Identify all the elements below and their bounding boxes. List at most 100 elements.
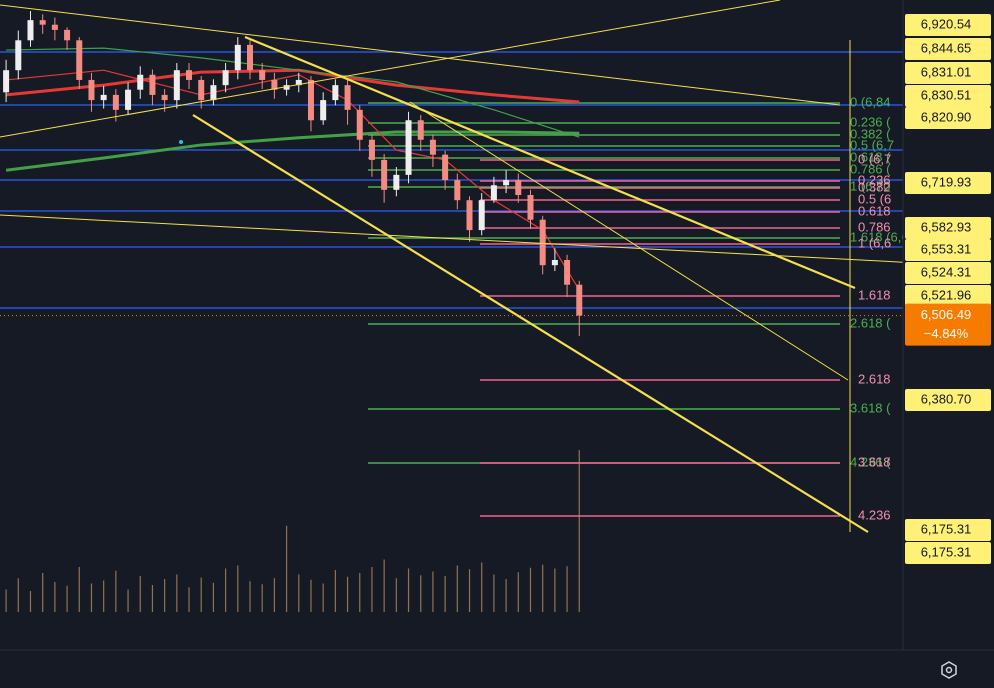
fib-label: 3.618 ( bbox=[850, 400, 891, 415]
price-label-box bbox=[905, 107, 991, 129]
candle-body bbox=[39, 20, 46, 25]
candle-body bbox=[137, 74, 144, 90]
price-label: 6,830.51 bbox=[921, 87, 972, 102]
volume-bar bbox=[578, 450, 580, 612]
candle-body bbox=[149, 74, 156, 95]
candles bbox=[3, 11, 583, 337]
price-labels: 6,920.54 6,844.65 6,831.01 6,830.51 6,820.90… bbox=[905, 14, 991, 564]
settings-icon[interactable] bbox=[941, 661, 957, 679]
fibonacci: 0 (6,840.236 (0.382 (0.5 (6,70.618 (0.78… bbox=[368, 94, 909, 522]
fib-label: 0.618 bbox=[858, 203, 891, 218]
candle-body bbox=[3, 70, 10, 93]
candle-body bbox=[247, 44, 253, 71]
volume-bar bbox=[505, 579, 507, 612]
volume-bar bbox=[285, 525, 288, 612]
fib-label: 0.5 (6 bbox=[858, 191, 891, 206]
candle-body bbox=[576, 284, 583, 316]
candle-body bbox=[76, 40, 83, 80]
moving-average bbox=[6, 47, 580, 138]
candle-body bbox=[295, 79, 302, 86]
candle-body bbox=[515, 180, 522, 195]
volume-bar bbox=[17, 578, 19, 612]
volume-bar bbox=[54, 582, 56, 612]
candle-body bbox=[368, 139, 375, 160]
volume-bar bbox=[310, 579, 312, 612]
volume-bar bbox=[517, 572, 519, 612]
volume-bar bbox=[66, 585, 68, 612]
candle-body bbox=[283, 85, 290, 90]
candle-body bbox=[210, 85, 217, 101]
fib-label: 0.618 ( bbox=[850, 149, 891, 164]
candle-body bbox=[564, 260, 571, 285]
price-label: 6,719.93 bbox=[921, 174, 972, 189]
candle-body bbox=[466, 200, 473, 231]
candle-body bbox=[15, 40, 22, 71]
price-label-box bbox=[905, 172, 991, 194]
price-label: 6,920.54 bbox=[921, 16, 972, 31]
moving-average bbox=[5, 130, 580, 172]
candle-body bbox=[429, 139, 436, 155]
candle-body bbox=[100, 94, 107, 101]
last-price-box bbox=[905, 303, 991, 346]
fib-label: 4.236 bbox=[858, 507, 891, 522]
volume-bar bbox=[90, 583, 93, 612]
candle-body bbox=[88, 79, 95, 101]
fib-label: 0 (6,84 bbox=[850, 94, 890, 109]
candle-body bbox=[490, 185, 497, 201]
volume-bar bbox=[456, 565, 458, 612]
candle-body bbox=[381, 159, 388, 190]
volume-bar bbox=[420, 575, 422, 612]
volume-bar bbox=[566, 566, 568, 612]
candle-body bbox=[320, 100, 327, 121]
volume-bar bbox=[371, 567, 373, 612]
price-label: 6,553.31 bbox=[921, 241, 972, 256]
volume-bar bbox=[322, 583, 324, 612]
volume-bar bbox=[481, 562, 483, 612]
price-label: 6,844.65 bbox=[921, 40, 972, 55]
fib-label: 0.236 bbox=[858, 172, 891, 187]
price-label: 6,521.96 bbox=[921, 287, 972, 302]
fib-label: 1.618 (6,6 bbox=[850, 229, 909, 244]
price-label-box bbox=[905, 38, 991, 60]
horizontal-lines bbox=[0, 51, 903, 309]
candle-body bbox=[539, 219, 546, 266]
volume-bar bbox=[334, 570, 336, 612]
price-label-box bbox=[905, 62, 991, 84]
volume-bar bbox=[432, 571, 434, 612]
fib-label: 0.382 bbox=[858, 179, 891, 194]
fib-label: 1.618 bbox=[858, 287, 891, 302]
volume-bar bbox=[200, 577, 202, 612]
fib-label: 1 (6,70 bbox=[850, 178, 890, 193]
candle-body bbox=[307, 79, 314, 121]
volume-bar bbox=[249, 581, 251, 612]
volume-bar bbox=[542, 564, 544, 612]
candle-body bbox=[332, 85, 339, 101]
fib-label: 4.236 ( bbox=[850, 454, 891, 469]
candle-body bbox=[173, 70, 180, 101]
fib-label: 2.618 ( bbox=[850, 315, 891, 330]
volume-bar bbox=[212, 582, 215, 612]
candle-body bbox=[393, 174, 400, 190]
price-label: 6,524.31 bbox=[921, 264, 972, 279]
volume-bar bbox=[383, 559, 385, 612]
candle-body bbox=[551, 260, 558, 266]
fib-label: 0.786 ( bbox=[850, 161, 891, 176]
candle-body bbox=[356, 109, 363, 140]
candle-body bbox=[527, 195, 534, 220]
candle-body bbox=[112, 94, 119, 110]
volume-bar bbox=[346, 576, 349, 612]
volume-bar bbox=[298, 574, 300, 612]
volume-bar bbox=[359, 573, 361, 612]
volume-bar bbox=[273, 578, 275, 612]
candle-body bbox=[125, 89, 132, 110]
price-label-box bbox=[905, 85, 991, 107]
volume-bar bbox=[261, 584, 263, 612]
price-label: 6,175.31 bbox=[921, 544, 972, 559]
price-label: 6,582.93 bbox=[921, 219, 972, 234]
volume-bar bbox=[5, 589, 7, 612]
volume-bar bbox=[42, 573, 44, 612]
volume-bar bbox=[103, 580, 105, 612]
candle-body bbox=[234, 44, 241, 71]
trend-lines bbox=[0, 0, 903, 533]
